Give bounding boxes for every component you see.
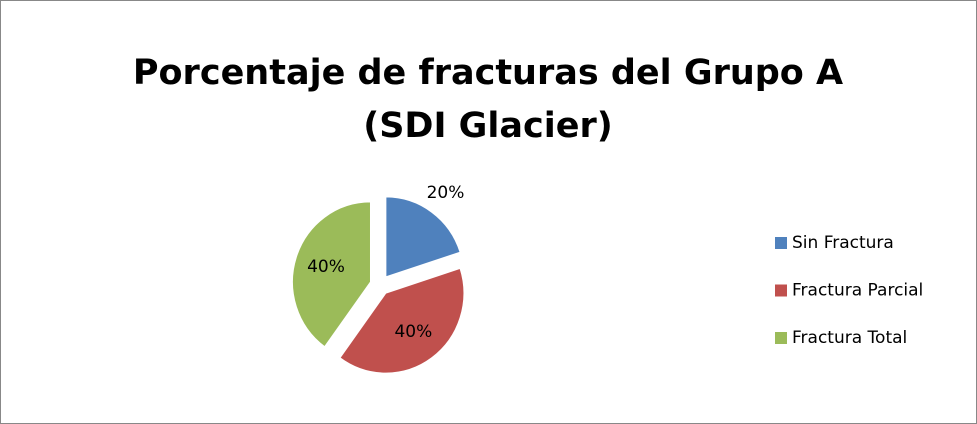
legend-label: Fractura Total <box>792 328 907 348</box>
data-label: 40% <box>307 257 345 277</box>
legend-label: Fractura Parcial <box>792 281 923 301</box>
legend-swatch <box>775 332 787 344</box>
legend-swatch <box>775 284 787 297</box>
pie-slice <box>339 267 465 374</box>
chart-title-line: (SDI Glacier) <box>363 106 613 146</box>
pie-slice <box>385 196 461 278</box>
legend-swatch <box>775 237 787 249</box>
data-label: 20% <box>427 183 465 203</box>
legend-label: Sin Fractura <box>792 233 894 253</box>
data-label: 40% <box>394 322 432 342</box>
chart-title-line: Porcentaje de fracturas del Grupo A <box>133 53 843 93</box>
pie-slice <box>291 201 371 348</box>
